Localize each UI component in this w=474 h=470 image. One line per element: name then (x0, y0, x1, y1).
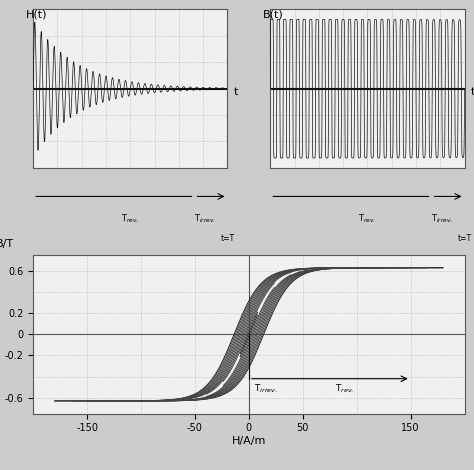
Text: t=T: t=T (457, 235, 472, 243)
Text: t: t (470, 87, 474, 97)
Text: T$_{rev.}$: T$_{rev.}$ (121, 212, 139, 225)
Text: T$_{irrev.}$: T$_{irrev.}$ (254, 383, 278, 395)
Text: T$_{rev.}$: T$_{rev.}$ (358, 212, 376, 225)
X-axis label: H/A/m: H/A/m (232, 436, 266, 446)
Text: T$_{irrev.}$: T$_{irrev.}$ (431, 212, 454, 225)
Text: T$_{rev.}$: T$_{rev.}$ (335, 383, 355, 395)
Text: t: t (233, 87, 237, 97)
Y-axis label: B/T: B/T (0, 239, 14, 249)
Text: B(t): B(t) (263, 9, 283, 19)
Text: H(t): H(t) (26, 9, 47, 19)
Text: t=T: t=T (220, 235, 235, 243)
Text: T$_{irrev.}$: T$_{irrev.}$ (194, 212, 217, 225)
